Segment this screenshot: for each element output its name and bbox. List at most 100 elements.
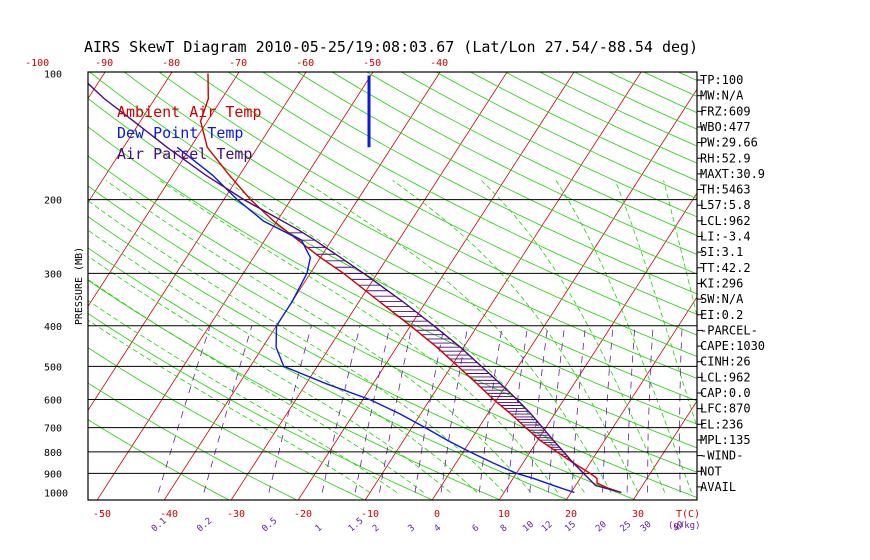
dry-adiabat (88, 216, 638, 500)
temp-unit-bottom: T(C) (676, 509, 700, 520)
isotherm (163, 72, 441, 500)
dry-adiabat (88, 347, 366, 500)
stat-entry: MW:N/A (700, 89, 744, 103)
temp-tick-bottom: -30 (227, 509, 245, 520)
mixing-ratio-label: 4 (433, 523, 444, 534)
mixing-ratio-line (529, 325, 549, 493)
dry-adiabat (158, 72, 697, 357)
stat-entry: PW:29.66 (700, 136, 758, 150)
legend-entry: Air Parcel Temp (117, 145, 252, 163)
dry-adiabat (88, 126, 697, 449)
isotherm (431, 88, 697, 500)
mixing-ratio-label: 1 (314, 523, 325, 534)
stat-entry: CAP:0.0 (700, 386, 751, 400)
pressure-tick-label: 200 (44, 196, 62, 207)
mixing-ratio-line (647, 325, 654, 493)
mixing-ratio-label: 10 (521, 520, 536, 535)
moist-adiabat (105, 180, 532, 493)
dry-adiabat (730, 64, 870, 501)
stat-entry: LI:-3.4 (700, 230, 751, 244)
isotherm (565, 296, 697, 500)
dry-adiabat (192, 72, 697, 336)
moist-adiabat (88, 300, 398, 493)
sounding-series (88, 73, 622, 494)
dry-adiabat (365, 72, 697, 236)
chart-title: AIRS SkewT Diagram 2010-05-25/19:08:03.6… (84, 38, 698, 56)
dry-adiabat (435, 72, 697, 200)
temp-tick-bottom: 20 (565, 509, 577, 520)
mixing-ratio-label: 15 (563, 520, 578, 535)
pressure-tick-label: 800 (44, 448, 62, 459)
moist-adiabat (663, 180, 697, 318)
stat-entry: EL:236 (700, 417, 743, 431)
isobars (88, 199, 697, 474)
mixing-ratio-line (354, 325, 391, 493)
moist-adiabat (88, 319, 371, 493)
mixing-ratio-line (678, 325, 683, 493)
dry-adiabat (227, 72, 697, 315)
moist-adiabat (88, 255, 451, 493)
dry-adiabat (88, 247, 570, 500)
mixing-ratio-label: 3 (407, 523, 418, 534)
mixing-ratio-line (548, 325, 565, 493)
stat-entry: LFC:870 (700, 402, 751, 416)
pressure-tick-label: 300 (44, 269, 62, 280)
isotherm (230, 72, 508, 500)
moist-adiabat (614, 180, 697, 429)
dry-adiabat (296, 72, 697, 275)
stat-entry: WBO:477 (700, 120, 751, 134)
plot-frame (87, 71, 698, 501)
mixing-ratio-line (507, 325, 528, 493)
mixing-ratio-line (379, 325, 413, 493)
moist-adiabat (88, 229, 478, 493)
moist-adiabat (159, 180, 558, 493)
dry-adiabat (88, 279, 502, 500)
mixing-ratio-label: 20 (594, 520, 609, 535)
temp-tick-bottom: 10 (498, 509, 510, 520)
isotherm (833, 64, 870, 501)
mixing-ratio-line (440, 325, 469, 493)
moist-adiabat (555, 180, 692, 493)
mixing-ratio-line (602, 325, 614, 493)
dry-adiabat (88, 185, 697, 498)
isotherm (0, 64, 43, 501)
mixing-ratio-label: 0.2 (195, 516, 214, 534)
stat-entry: TT:42.2 (700, 261, 751, 275)
legend-entry: Dew Point Temp (117, 124, 243, 142)
isotherm (498, 192, 697, 500)
isotherm (88, 72, 307, 412)
stat-entry: AVAIL (700, 480, 736, 494)
temp-tick-top: -40 (430, 58, 448, 69)
moist-adiabat (88, 278, 424, 493)
temp-tick-bottom: 30 (632, 509, 644, 520)
pressure-tick-label: 600 (44, 396, 62, 407)
mixing-ratio-label: 30 (639, 520, 654, 535)
isotherm (88, 72, 173, 204)
ambient-temp-line (199, 73, 622, 494)
mixing-ratio-line (158, 325, 211, 493)
mixing-ratio-line (626, 325, 636, 493)
dry-adiabat (123, 72, 697, 379)
stat-entry: TP:100 (700, 73, 743, 87)
stat-entry: CINH:26 (700, 355, 751, 369)
isotherm (88, 72, 106, 100)
isotherm (364, 72, 642, 500)
stat-entry: MAXT:30.9 (700, 167, 765, 181)
isotherm (88, 72, 240, 308)
mixing-ratio-label: 25 (619, 520, 634, 535)
pressure-tick-label: 500 (44, 362, 62, 373)
temp-tick-bottom: 0 (434, 509, 440, 520)
temp-tick-top: -80 (162, 58, 180, 69)
dry-adiabat (262, 72, 697, 295)
dry-adiabat (798, 64, 870, 501)
pressure-tick-label: 1000 (44, 489, 68, 500)
moist-adiabat (224, 180, 585, 493)
stat-entry: LCL:962 (700, 214, 751, 228)
temp-tick-top: -100 (25, 58, 49, 69)
stat-entry: SW:N/A (700, 292, 744, 306)
dry-adiabat (677, 72, 697, 81)
mixing-ratio-label: 6 (471, 523, 482, 534)
temp-tick-bottom: -40 (160, 509, 178, 520)
